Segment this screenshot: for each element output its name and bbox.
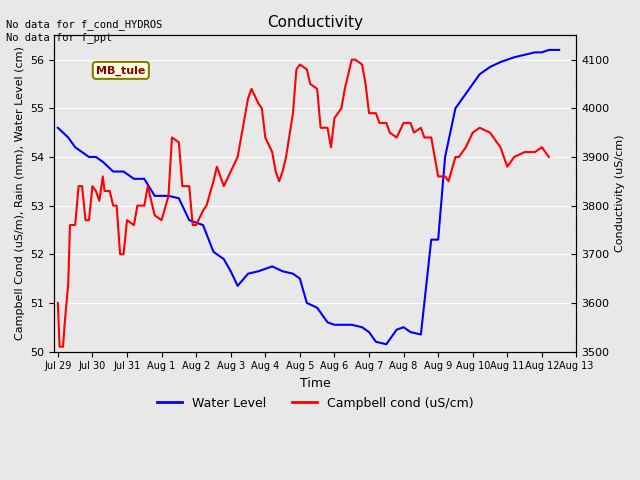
Text: MB_tule: MB_tule — [96, 65, 145, 75]
Y-axis label: Campbell Cond (uS/m), Rain (mm), Water Level (cm): Campbell Cond (uS/m), Rain (mm), Water L… — [15, 47, 25, 340]
Title: Conductivity: Conductivity — [268, 15, 364, 30]
Legend: Water Level, Campbell cond (uS/cm): Water Level, Campbell cond (uS/cm) — [152, 392, 478, 415]
Y-axis label: Conductivity (uS/cm): Conductivity (uS/cm) — [615, 135, 625, 252]
X-axis label: Time: Time — [300, 377, 331, 390]
Text: No data for f_cond_HYDROS
No data for f_ppt: No data for f_cond_HYDROS No data for f_… — [6, 19, 163, 43]
